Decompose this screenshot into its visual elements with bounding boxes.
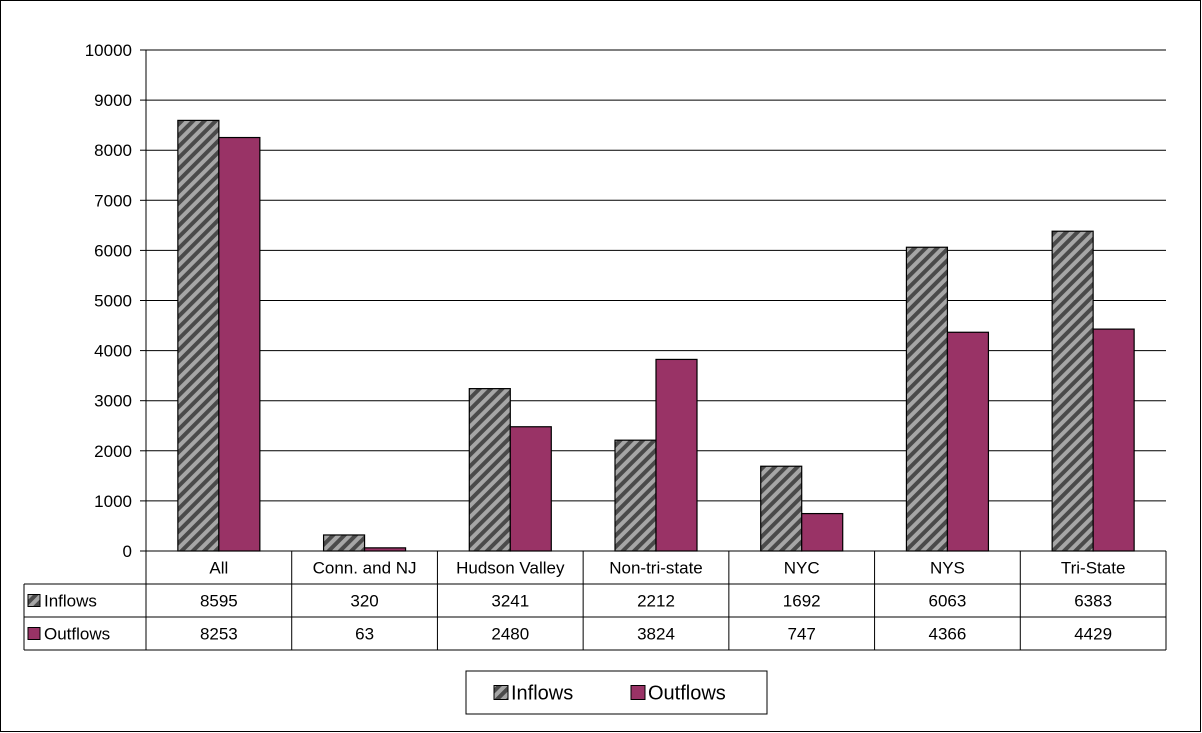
table-legend-key-inflows [27,594,41,607]
category-label: Non-tri-state [609,559,703,578]
category-label: Hudson Valley [456,559,565,578]
y-tick-label: 10000 [85,41,132,60]
bar-inflows-5 [905,246,949,552]
bar-inflows-4 [760,465,803,552]
data-label: 747 [788,625,816,644]
data-label: 6383 [1074,592,1112,611]
bar-inflows-0 [177,119,220,552]
legend-key-outflows [630,685,646,700]
category-label: Tri-State [1061,559,1126,578]
legend: Inflows Outflows [465,670,768,715]
y-axis: 0 1000 2000 3000 4000 5000 6000 7000 8000 9000 100… [85,41,147,561]
category-label: Conn. and NJ [313,559,417,578]
table-legend-key-outflows [27,627,41,640]
y-tick-label: 8000 [94,141,132,160]
bar-outflows-3 [655,358,698,552]
y-tick-label: 1000 [94,492,132,511]
y-tick-label: 3000 [94,392,132,411]
y-tick-label: 7000 [94,191,132,210]
bar-outflows-2 [509,426,552,552]
bar-outflows-4 [801,512,844,552]
y-tick-label: 5000 [94,292,132,311]
table-series-label: Inflows [44,592,97,611]
data-label: 8253 [200,625,238,644]
bar-outflows-5 [946,331,990,552]
data-label: 2212 [637,592,675,611]
legend-box [465,670,768,715]
y-tick-label: 9000 [94,91,132,110]
data-label: 8595 [200,592,238,611]
bar-outflows-6 [1092,328,1135,552]
gridlines [146,49,1166,502]
bar-inflows-3 [614,439,657,552]
data-label: 4366 [929,625,967,644]
y-tick-label: 2000 [94,442,132,461]
legend-key-inflows [493,685,509,700]
bars [177,119,1135,552]
data-label: 1692 [783,592,821,611]
data-label: 3824 [637,625,675,644]
bar-inflows-6 [1051,230,1094,552]
data-label: 63 [355,625,374,644]
bar-inflows-1 [322,534,366,552]
bar-outflows-0 [218,136,261,552]
data-table: All Conn. and NJ Hudson Valley Non-tri-stat… [23,550,1167,651]
data-label: 2480 [491,625,529,644]
category-label: All [209,559,228,578]
y-tick-label: 4000 [94,342,132,361]
table-series-label: Outflows [44,625,110,644]
category-label: NYC [784,559,820,578]
data-label: 320 [350,592,378,611]
data-label: 3241 [491,592,529,611]
data-label: 6063 [929,592,967,611]
y-tick-label: 0 [123,542,132,561]
category-label: NYS [930,559,965,578]
legend-label: Inflows [511,683,573,705]
data-label: 4429 [1074,625,1112,644]
y-tick-label: 6000 [94,241,132,260]
bar-inflows-2 [468,388,511,552]
legend-label: Outflows [648,683,726,705]
